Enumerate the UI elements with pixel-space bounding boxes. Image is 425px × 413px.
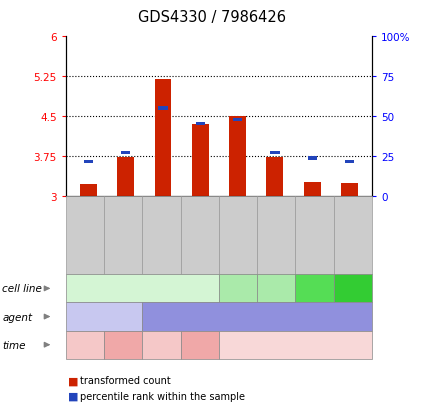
Bar: [233, 119, 242, 122]
Text: agent: agent: [2, 312, 32, 322]
Bar: [121, 152, 130, 155]
Text: 10
months: 10 months: [67, 335, 103, 354]
Bar: [158, 107, 167, 110]
Text: QGP: QGP: [343, 284, 363, 293]
Bar: [345, 160, 354, 163]
Bar: [308, 157, 317, 160]
Bar: [196, 123, 205, 126]
Text: KRJ-1: KRJ-1: [226, 284, 250, 293]
Text: GSM600373: GSM600373: [348, 210, 357, 261]
Text: percentile rank within the sample: percentile rank within the sample: [80, 391, 245, 401]
Text: 16
months: 16 months: [182, 335, 218, 354]
Bar: [80, 185, 96, 196]
Text: NCIH_72
7: NCIH_72 7: [295, 279, 334, 298]
Text: 10
months: 10 months: [144, 335, 179, 354]
Text: untreated: untreated: [234, 312, 280, 321]
Bar: [117, 157, 134, 196]
Text: ■: ■: [68, 391, 79, 401]
Text: cell line: cell line: [2, 284, 42, 294]
Text: ■: ■: [68, 375, 79, 385]
Text: time: time: [2, 340, 26, 350]
Text: GSM600372: GSM600372: [310, 210, 319, 261]
Text: GSM600369: GSM600369: [195, 210, 204, 261]
Bar: [192, 125, 209, 196]
Text: CNDT2.5: CNDT2.5: [122, 284, 163, 293]
Text: octreotide: octreotide: [80, 312, 128, 321]
Text: GSM600371: GSM600371: [272, 210, 281, 261]
Bar: [229, 117, 246, 196]
Bar: [341, 183, 358, 196]
Text: GDS4330 / 7986426: GDS4330 / 7986426: [139, 10, 286, 25]
Text: GSM600368: GSM600368: [157, 210, 166, 261]
Bar: [84, 160, 93, 163]
Text: n/a: n/a: [288, 340, 303, 349]
Bar: [304, 183, 320, 196]
Bar: [155, 80, 171, 196]
Text: GSM600366: GSM600366: [80, 210, 90, 261]
Text: transformed count: transformed count: [80, 375, 171, 385]
Text: NCIH_72
0: NCIH_72 0: [256, 279, 296, 298]
Bar: [266, 157, 283, 196]
Text: 16
months: 16 months: [105, 335, 141, 354]
Text: GSM600370: GSM600370: [233, 210, 243, 261]
Text: GSM600367: GSM600367: [119, 210, 128, 261]
Bar: [270, 152, 280, 155]
